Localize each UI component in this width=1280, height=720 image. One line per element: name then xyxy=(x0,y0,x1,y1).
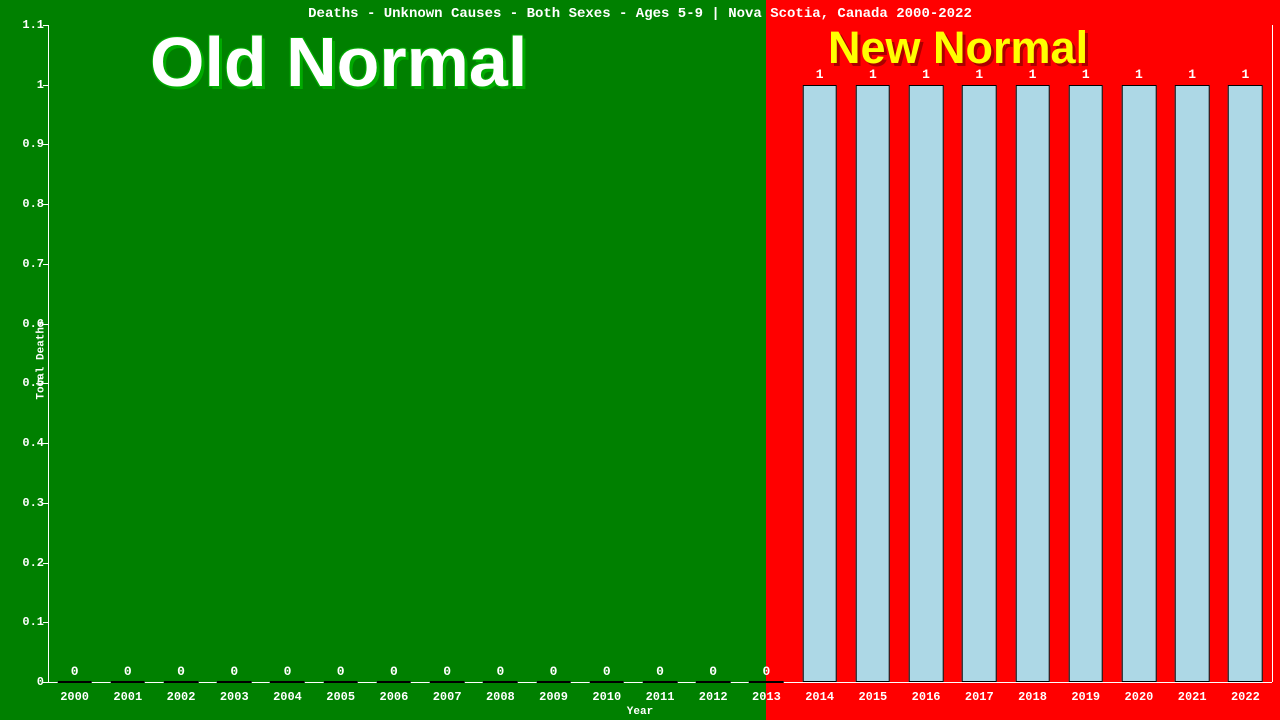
y-tick-mark xyxy=(43,563,48,564)
y-tick-mark xyxy=(43,443,48,444)
x-tick-label: 2004 xyxy=(273,690,302,704)
y-tick-label: 0.3 xyxy=(10,496,44,510)
bar xyxy=(802,85,837,682)
y-tick-mark xyxy=(43,264,48,265)
y-tick-mark xyxy=(43,682,48,683)
x-tick-label: 2022 xyxy=(1231,690,1260,704)
x-tick-label: 2008 xyxy=(486,690,515,704)
bar xyxy=(589,681,624,683)
x-tick-label: 2002 xyxy=(167,690,196,704)
y-tick-label: 0.1 xyxy=(10,615,44,629)
y-tick-label: 0.5 xyxy=(10,376,44,390)
chart-title: Deaths - Unknown Causes - Both Sexes - A… xyxy=(0,6,1280,22)
bar-value-label: 0 xyxy=(603,664,611,679)
x-tick-label: 2014 xyxy=(805,690,834,704)
x-tick-label: 2007 xyxy=(433,690,462,704)
y-tick-mark xyxy=(43,144,48,145)
bar-value-label: 0 xyxy=(550,664,558,679)
bar xyxy=(856,85,891,682)
bar xyxy=(164,681,199,683)
x-tick-label: 2021 xyxy=(1178,690,1207,704)
bar xyxy=(909,85,944,682)
x-tick-label: 2016 xyxy=(912,690,941,704)
x-tick-label: 2017 xyxy=(965,690,994,704)
bar xyxy=(377,681,412,683)
x-axis-label: Year xyxy=(627,706,653,718)
bar xyxy=(217,681,252,683)
y-tick-mark xyxy=(43,383,48,384)
y-tick-label: 0.2 xyxy=(10,556,44,570)
bar xyxy=(1122,85,1157,682)
x-tick-label: 2005 xyxy=(326,690,355,704)
bar xyxy=(270,681,305,683)
x-tick-label: 2013 xyxy=(752,690,781,704)
bar-value-label: 1 xyxy=(1188,67,1196,82)
bar xyxy=(57,681,92,683)
bar xyxy=(1015,85,1050,682)
bar-value-label: 0 xyxy=(124,664,132,679)
y-tick-mark xyxy=(43,85,48,86)
bar-value-label: 0 xyxy=(71,664,79,679)
y-tick-label: 0.9 xyxy=(10,137,44,151)
bar-value-label: 0 xyxy=(390,664,398,679)
y-tick-label: 0.6 xyxy=(10,317,44,331)
x-tick-label: 2018 xyxy=(1018,690,1047,704)
x-tick-label: 2010 xyxy=(592,690,621,704)
annotation-old-normal: Old Normal xyxy=(150,22,527,102)
x-tick-label: 2000 xyxy=(60,690,89,704)
bar-value-label: 0 xyxy=(230,664,238,679)
y-tick-mark xyxy=(43,324,48,325)
y-tick-label: 0 xyxy=(10,675,44,689)
bar xyxy=(1068,85,1103,682)
bar-value-label: 1 xyxy=(1241,67,1249,82)
y-tick-label: 0.7 xyxy=(10,257,44,271)
x-tick-label: 2015 xyxy=(858,690,887,704)
bar-value-label: 1 xyxy=(1135,67,1143,82)
annotation-new-normal: New Normal xyxy=(828,22,1088,74)
x-tick-label: 2011 xyxy=(646,690,675,704)
background-left xyxy=(0,0,766,720)
bar xyxy=(323,681,358,683)
x-tick-label: 2009 xyxy=(539,690,568,704)
bar-value-label: 0 xyxy=(656,664,664,679)
y-tick-label: 1 xyxy=(10,78,44,92)
bar xyxy=(1175,85,1210,682)
bar xyxy=(1228,85,1263,682)
bar-value-label: 0 xyxy=(177,664,185,679)
bar xyxy=(111,681,146,683)
bar-value-label: 0 xyxy=(763,664,771,679)
bar xyxy=(749,681,784,683)
bar-value-label: 1 xyxy=(816,67,824,82)
x-tick-label: 2006 xyxy=(380,690,409,704)
bar xyxy=(962,85,997,682)
y-axis-line xyxy=(48,25,49,682)
y-tick-mark xyxy=(43,622,48,623)
bar xyxy=(536,681,571,683)
y-axis-line-right xyxy=(1272,25,1273,682)
x-tick-label: 2003 xyxy=(220,690,249,704)
y-tick-label: 0.8 xyxy=(10,197,44,211)
y-tick-mark xyxy=(43,25,48,26)
bar xyxy=(430,681,465,683)
x-tick-label: 2001 xyxy=(113,690,142,704)
bar xyxy=(483,681,518,683)
bar-value-label: 0 xyxy=(284,664,292,679)
chart-container: Deaths - Unknown Causes - Both Sexes - A… xyxy=(0,0,1280,720)
bar xyxy=(643,681,678,683)
y-tick-mark xyxy=(43,503,48,504)
x-tick-label: 2012 xyxy=(699,690,728,704)
x-tick-label: 2019 xyxy=(1071,690,1100,704)
x-tick-label: 2020 xyxy=(1125,690,1154,704)
bar-value-label: 0 xyxy=(496,664,504,679)
bar-value-label: 0 xyxy=(443,664,451,679)
bar xyxy=(696,681,731,683)
y-tick-mark xyxy=(43,204,48,205)
bar-value-label: 0 xyxy=(709,664,717,679)
y-tick-label: 0.4 xyxy=(10,436,44,450)
bar-value-label: 0 xyxy=(337,664,345,679)
